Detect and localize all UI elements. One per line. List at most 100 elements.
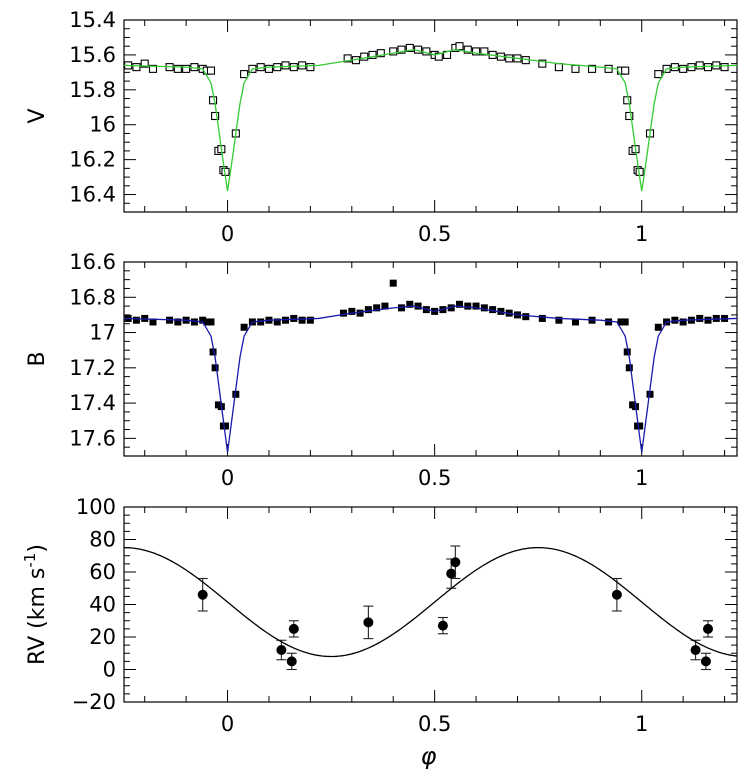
data-point — [286, 656, 297, 667]
data-point — [182, 64, 191, 73]
y-tick-label: −20 — [72, 690, 116, 714]
data-point — [464, 302, 472, 310]
data-point — [406, 300, 414, 308]
data-point — [389, 279, 397, 287]
data-point — [700, 656, 711, 667]
y-tick-label: 60 — [89, 560, 116, 584]
data-point — [446, 568, 457, 579]
data-point — [455, 300, 463, 308]
data-point — [522, 313, 530, 321]
data-point — [646, 390, 654, 398]
panel-2: 0 0.5 1 16.6 16.8 17 17.2 17.4 17.6 B — [25, 250, 738, 490]
data-point — [696, 314, 704, 322]
data-point — [695, 61, 704, 70]
data-point — [555, 316, 563, 324]
data-point — [587, 64, 597, 73]
data-point — [472, 302, 480, 310]
data-point — [704, 316, 712, 324]
data-point — [356, 309, 364, 317]
y-tick-label: 40 — [89, 593, 116, 617]
data-point — [571, 318, 579, 326]
data-point — [463, 45, 472, 54]
data-point — [197, 589, 208, 600]
data-point — [480, 304, 488, 312]
data-point — [140, 59, 149, 68]
data-point — [173, 64, 182, 73]
data-point — [450, 557, 461, 568]
data-point — [381, 302, 389, 310]
x-tick-label: 0.5 — [418, 466, 451, 490]
x-tick-label: 1 — [635, 222, 648, 246]
data-point — [132, 63, 141, 72]
model-curve — [124, 49, 737, 192]
data-point — [207, 318, 215, 326]
data-point — [149, 318, 157, 326]
data-point — [206, 66, 216, 75]
data-point — [211, 111, 220, 121]
data-point — [455, 42, 464, 51]
data-point — [489, 306, 497, 314]
y-axis-label: RV (km s-1) — [21, 544, 50, 665]
plot-area — [124, 42, 737, 192]
data-point — [276, 645, 287, 655]
data-point — [625, 111, 634, 121]
data-point — [290, 314, 298, 322]
data-point — [397, 45, 406, 54]
data-point — [148, 64, 158, 73]
y-tick-label: 100 — [76, 495, 116, 519]
data-point — [720, 63, 729, 72]
y-tick-label: 17 — [89, 321, 116, 345]
data-point — [712, 314, 720, 322]
data-point — [623, 348, 631, 356]
data-point — [221, 422, 229, 430]
x-axis-label: φ — [421, 742, 437, 770]
data-point — [538, 314, 546, 322]
data-point — [690, 645, 701, 655]
data-point — [190, 318, 198, 326]
data-point — [306, 316, 314, 324]
model-curve — [124, 305, 737, 453]
data-point — [447, 304, 455, 312]
data-point — [654, 70, 663, 79]
data-point — [232, 390, 240, 398]
data-point — [306, 63, 315, 72]
y-tick-label: 15.8 — [69, 78, 116, 102]
plot-area — [124, 545, 737, 671]
plot-area — [124, 279, 737, 453]
y-tick-label: 0 — [103, 658, 116, 682]
y-tick-label: 17.6 — [69, 426, 116, 450]
data-point — [472, 47, 481, 56]
y-axis-label: V — [25, 108, 50, 123]
data-point — [174, 318, 182, 326]
data-point — [611, 589, 622, 600]
y-tick-label: 15.6 — [69, 43, 116, 67]
data-point — [203, 318, 211, 326]
data-point — [414, 302, 422, 310]
data-point — [209, 96, 218, 105]
y-tick-label: 15.4 — [69, 8, 116, 32]
data-point — [257, 318, 265, 326]
x-tick-label: 1 — [635, 466, 648, 490]
data-point — [289, 63, 298, 72]
y-axis-label: B — [25, 351, 50, 366]
x-tick-label: 0 — [221, 466, 234, 490]
data-point — [437, 620, 448, 631]
data-point — [360, 52, 369, 61]
x-tick-label: 0 — [221, 222, 234, 246]
data-point — [132, 316, 140, 324]
y-tick-label: 16.8 — [69, 285, 116, 309]
data-point — [554, 63, 563, 72]
data-point — [288, 623, 299, 634]
data-point — [340, 309, 348, 317]
data-point — [605, 318, 613, 326]
data-point — [240, 323, 248, 331]
data-point — [363, 617, 374, 628]
y-tick-label: 20 — [89, 625, 116, 649]
data-point — [389, 47, 398, 56]
data-point — [671, 316, 679, 324]
data-point — [654, 323, 662, 331]
data-point — [621, 318, 629, 326]
y-tick-label: 80 — [89, 528, 116, 552]
data-point — [376, 49, 385, 58]
